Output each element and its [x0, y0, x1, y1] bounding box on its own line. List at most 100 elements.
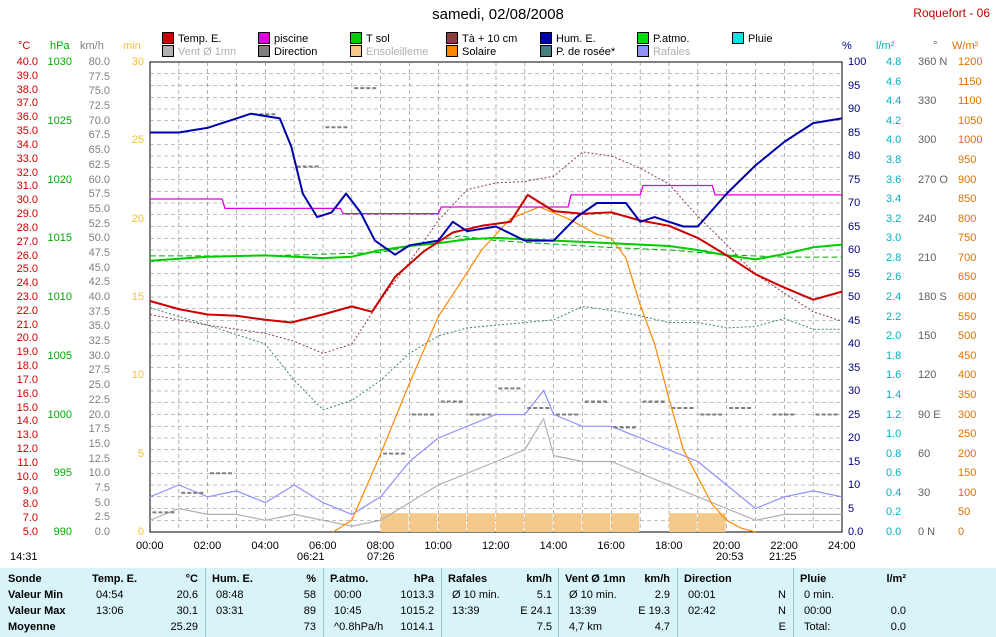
tick-label-temp: 39.0 — [16, 69, 38, 82]
x-tick-label: 20:00 — [712, 540, 741, 552]
tick-label-min: 20 — [131, 212, 144, 225]
axis-unit-temp: °C — [18, 40, 31, 52]
tick-label-min: 30 — [131, 56, 144, 68]
tick-label-wind: 27.5 — [88, 364, 110, 377]
table-group-unit: km/h — [644, 573, 670, 585]
tick-label-wind: 77.5 — [88, 70, 110, 83]
tick-label-temp: 24.0 — [16, 277, 38, 290]
tick-label-rain: 2.8 — [886, 251, 902, 264]
tick-label-rain: 1.0 — [886, 428, 902, 441]
tick-label-hum: 5 — [848, 502, 855, 515]
legend-label: Tà + 10 cm — [462, 33, 518, 45]
axis-unit-wind: km/h — [80, 40, 104, 52]
tick-label-hum: 95 — [848, 79, 861, 92]
tick-label-wind: 72.5 — [88, 100, 110, 113]
table-group-name: P.atmo. — [330, 573, 369, 585]
legend-item-t-sol: T sol — [350, 32, 390, 45]
table-cell-time: 10:45 — [334, 605, 362, 617]
tick-label-rain: 0.4 — [886, 486, 902, 499]
tick-label-dir: 0 N — [918, 526, 936, 538]
tick-label-press: 990 — [53, 526, 72, 538]
tick-label-wind: 2.5 — [94, 511, 110, 524]
legend-swatch — [446, 32, 458, 44]
tick-label-solar: 500 — [958, 330, 977, 343]
legend-item-p-atmo: P.atmo. — [637, 32, 690, 45]
tick-label-press: 1005 — [47, 349, 72, 362]
tick-label-dir: 240 — [918, 212, 937, 225]
tick-label-rain: 2.2 — [886, 310, 902, 323]
tick-label-press: 1015 — [47, 232, 72, 245]
tick-label-temp: 10.0 — [16, 470, 38, 483]
table-separator — [323, 568, 324, 637]
tick-label-solar: 1050 — [958, 114, 983, 127]
table-cell-value: 1014.1 — [400, 621, 434, 633]
sunshine-bar — [467, 513, 495, 532]
tick-label-temp: 40.0 — [16, 56, 38, 68]
table-cell-time: Total: — [804, 621, 831, 633]
tick-label-hum: 85 — [848, 126, 861, 139]
series-rafales — [149, 389, 843, 516]
tick-label-wind: 20.0 — [88, 408, 110, 421]
tick-label-temp: 11.0 — [17, 456, 38, 469]
table-cell-value: N — [778, 605, 786, 617]
table-separator — [558, 568, 559, 637]
tick-label-solar: 600 — [958, 291, 977, 303]
tick-label-hum: 45 — [848, 314, 861, 327]
table-separator — [205, 568, 206, 637]
tick-label-hum: 60 — [848, 244, 861, 256]
table-cell-value: 2.9 — [654, 589, 670, 601]
table-cell-value: 1013.3 — [400, 589, 434, 601]
tick-label-solar: 750 — [958, 232, 977, 245]
table-cell-value: E — [778, 621, 786, 633]
series-p-atmo — [150, 235, 842, 258]
x-tick-label: 22:00 — [770, 540, 798, 552]
axis-unit-rain: l/m² — [876, 40, 895, 52]
table-cell-value: 4.7 — [654, 621, 670, 633]
table-cell-time: Ø 10 min. — [452, 589, 500, 601]
table-cell-time: 00:00 — [334, 589, 362, 601]
tick-label-wind: 52.5 — [88, 217, 110, 230]
tick-label-rain: 0.6 — [886, 467, 902, 480]
table-cell-time: 4,7 km — [569, 621, 603, 633]
tick-label-temp: 34.0 — [16, 138, 38, 151]
tick-label-wind: 32.5 — [88, 335, 110, 348]
tick-label-wind: 25.0 — [88, 379, 110, 392]
tick-label-hum: 90 — [848, 103, 861, 115]
tick-label-solar: 1150 — [958, 75, 982, 88]
tick-label-temp: 18.0 — [16, 360, 38, 373]
tick-label-hum: 55 — [848, 267, 861, 280]
legend-label: Pluie — [748, 33, 773, 45]
legend-swatch — [540, 45, 552, 57]
tick-label-wind: 0.0 — [94, 526, 110, 538]
tick-label-dir: 360 N — [918, 56, 948, 68]
sunshine-bar — [438, 513, 467, 532]
tick-label-rain: 3.6 — [886, 173, 902, 186]
tick-label-wind: 22.5 — [88, 393, 110, 406]
legend-item-vent-1mn: Vent Ø 1mn — [162, 45, 236, 58]
legend-swatch — [732, 32, 744, 44]
x-tick-label: 00:00 — [136, 540, 164, 552]
tick-label-wind: 35.0 — [88, 320, 110, 333]
tick-label-wind: 12.5 — [88, 452, 110, 465]
table-cell-time: 02:42 — [688, 605, 716, 617]
tick-label-solar: 800 — [958, 212, 977, 225]
tick-label-hum: 100 — [848, 56, 867, 68]
table-group-name: Direction — [684, 573, 732, 585]
tick-label-solar: 1200 — [958, 56, 983, 68]
tick-label-hum: 75 — [848, 173, 861, 186]
legend-item-piscine: piscine — [258, 32, 308, 45]
tick-label-hum: 40 — [848, 338, 861, 350]
tick-label-rain: 1.6 — [886, 369, 902, 382]
legend-item-pluie: Pluie — [732, 32, 772, 45]
table-cell-value: 20.6 — [176, 589, 198, 601]
tick-label-rain: 0.2 — [886, 506, 902, 519]
table-group-name: Pluie — [800, 573, 827, 585]
table-row-label: Valeur Max — [8, 605, 66, 617]
sun-left-time: 14:31 — [10, 551, 38, 563]
tick-label-temp: 26.0 — [16, 249, 38, 262]
tick-label-temp: 37.0 — [16, 97, 38, 110]
sunshine-bar — [496, 513, 524, 532]
tick-label-wind: 67.5 — [88, 129, 110, 142]
tick-label-min: 25 — [131, 134, 144, 147]
tick-label-hum: 10 — [848, 479, 861, 491]
